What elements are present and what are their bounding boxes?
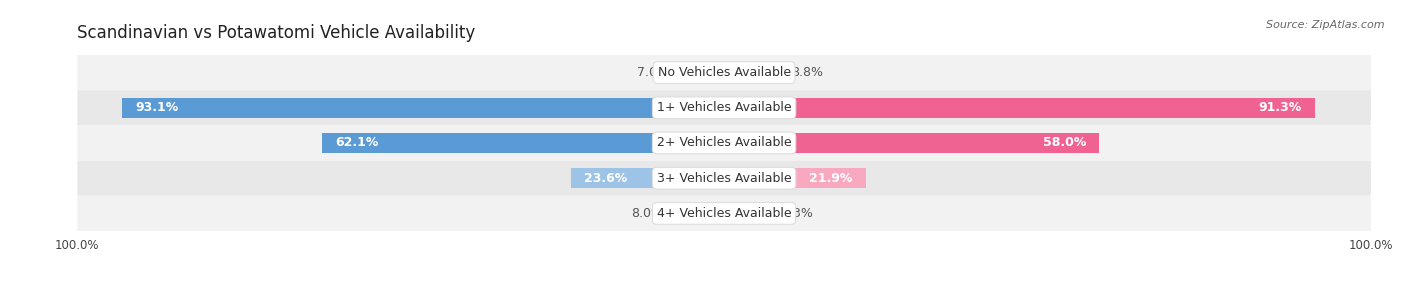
- Text: 93.1%: 93.1%: [135, 101, 179, 114]
- Text: 7.0%: 7.0%: [637, 66, 669, 79]
- Text: No Vehicles Available: No Vehicles Available: [658, 66, 790, 79]
- Text: 7.3%: 7.3%: [780, 207, 813, 220]
- Bar: [724, 133, 1099, 153]
- Text: 62.1%: 62.1%: [336, 136, 378, 150]
- Text: 91.3%: 91.3%: [1258, 101, 1302, 114]
- Bar: [724, 98, 1315, 118]
- Text: 21.9%: 21.9%: [810, 172, 853, 185]
- Bar: [724, 168, 866, 188]
- FancyBboxPatch shape: [77, 55, 1371, 90]
- Text: Source: ZipAtlas.com: Source: ZipAtlas.com: [1267, 20, 1385, 30]
- FancyBboxPatch shape: [77, 196, 1371, 231]
- Text: 23.6%: 23.6%: [585, 172, 627, 185]
- Bar: [679, 62, 724, 83]
- Text: 1+ Vehicles Available: 1+ Vehicles Available: [657, 101, 792, 114]
- Text: 8.0%: 8.0%: [631, 207, 662, 220]
- Text: 4+ Vehicles Available: 4+ Vehicles Available: [657, 207, 792, 220]
- FancyBboxPatch shape: [77, 125, 1371, 161]
- Text: 3+ Vehicles Available: 3+ Vehicles Available: [657, 172, 792, 185]
- Bar: [724, 62, 780, 83]
- Text: Scandinavian vs Potawatomi Vehicle Availability: Scandinavian vs Potawatomi Vehicle Avail…: [77, 23, 475, 41]
- Bar: [322, 133, 724, 153]
- Text: 58.0%: 58.0%: [1043, 136, 1087, 150]
- Bar: [122, 98, 724, 118]
- FancyBboxPatch shape: [77, 90, 1371, 125]
- Text: 8.8%: 8.8%: [790, 66, 823, 79]
- FancyBboxPatch shape: [77, 161, 1371, 196]
- Text: 2+ Vehicles Available: 2+ Vehicles Available: [657, 136, 792, 150]
- Bar: [672, 203, 724, 224]
- Bar: [571, 168, 724, 188]
- Bar: [724, 203, 772, 224]
